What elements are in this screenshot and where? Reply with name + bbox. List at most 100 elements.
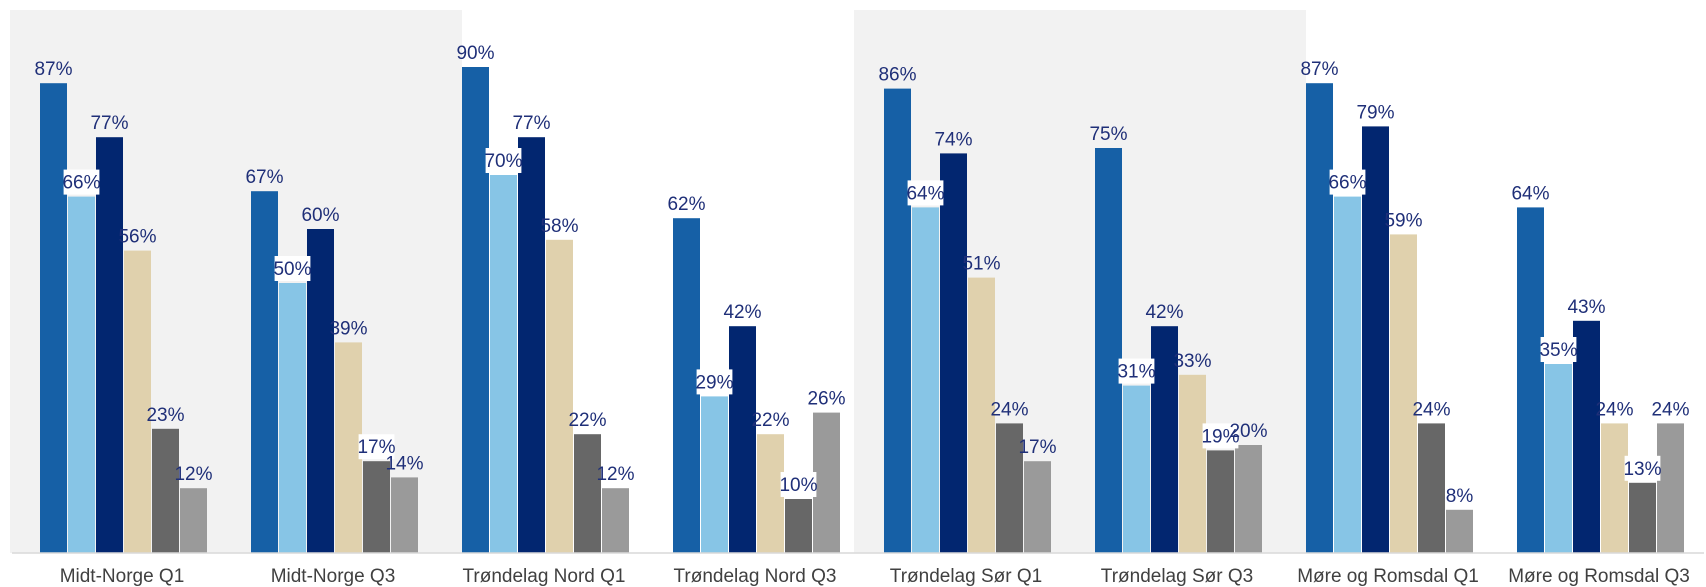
bar [96, 137, 123, 553]
bar [1151, 326, 1178, 553]
data-label: 10% [779, 475, 817, 496]
data-label: 17% [1018, 437, 1056, 458]
data-label: 8% [1446, 486, 1474, 507]
data-label: 39% [329, 318, 367, 339]
data-label: 74% [934, 129, 972, 150]
data-label-box [1540, 337, 1577, 362]
data-label: 58% [540, 216, 578, 237]
bar [68, 196, 95, 553]
bar [391, 477, 418, 553]
data-label-box [1202, 423, 1239, 449]
category-label: Midt-Norge Q1 [60, 566, 185, 587]
data-label: 75% [1089, 124, 1127, 145]
data-label: 24% [1595, 399, 1633, 420]
data-label: 24% [1651, 399, 1689, 420]
category-labels: Midt-Norge Q1 Midt-Norge Q3 Trøndelag Nord… [60, 566, 1690, 587]
bar [180, 488, 207, 553]
data-label: 12% [174, 464, 212, 485]
bar [1629, 482, 1656, 553]
data-label: 60% [301, 205, 339, 226]
bar [940, 153, 967, 553]
data-label: 79% [1356, 102, 1394, 123]
data-label: 87% [34, 59, 72, 80]
data-label-box [485, 148, 522, 173]
data-label: 22% [568, 410, 606, 431]
category-label: Trøndelag Sør Q1 [890, 566, 1042, 587]
bar [1207, 450, 1234, 553]
data-label: 42% [723, 302, 761, 323]
bar-series [40, 67, 1684, 554]
bar [124, 250, 151, 553]
bar [363, 461, 390, 553]
data-label-box [1329, 169, 1366, 195]
bar [1657, 423, 1684, 553]
data-label: 86% [878, 65, 916, 86]
bar [1418, 423, 1445, 553]
data-label: 66% [62, 173, 100, 194]
data-label: 50% [273, 259, 311, 280]
data-label: 59% [1384, 210, 1422, 231]
category-label: Trøndelag Nord Q3 [674, 566, 837, 587]
bar [673, 218, 700, 553]
bar [1235, 445, 1262, 553]
data-label: 70% [484, 151, 522, 172]
data-label: 20% [1229, 421, 1267, 442]
data-label: 51% [962, 254, 1000, 275]
bar [1390, 234, 1417, 553]
data-label-box [1624, 455, 1661, 481]
data-label: 64% [906, 183, 944, 204]
bar [251, 191, 278, 553]
data-label: 17% [357, 437, 395, 458]
data-label: 19% [1201, 426, 1239, 447]
bar [279, 283, 306, 553]
data-label: 33% [1173, 351, 1211, 372]
data-label-box [907, 180, 944, 206]
data-label-box [63, 169, 100, 195]
data-label: 62% [667, 194, 705, 215]
bar [307, 229, 334, 553]
bar [1517, 207, 1544, 553]
bar [996, 423, 1023, 553]
bar [335, 342, 362, 553]
bar [1024, 461, 1051, 553]
bar [518, 137, 545, 553]
data-label: 42% [1145, 302, 1183, 323]
data-label-box [274, 256, 311, 281]
bar [40, 83, 67, 553]
data-label: 12% [596, 464, 634, 485]
bar [1123, 385, 1150, 553]
bar [490, 175, 517, 553]
data-label: 67% [245, 167, 283, 188]
bar [152, 428, 179, 553]
data-label: 66% [1328, 173, 1366, 194]
data-label: 77% [512, 113, 550, 134]
category-label: Trøndelag Nord Q1 [463, 566, 626, 587]
bar [1306, 83, 1333, 553]
data-label: 23% [146, 405, 184, 426]
data-label: 56% [118, 227, 156, 248]
bar [701, 396, 728, 553]
bar [912, 207, 939, 553]
data-label: 24% [990, 399, 1028, 420]
data-label-box [1118, 358, 1155, 384]
category-label: Trøndelag Sør Q3 [1101, 566, 1253, 587]
bar [729, 326, 756, 553]
bar [1095, 148, 1122, 553]
data-label: 24% [1412, 399, 1450, 420]
data-label: 14% [385, 453, 423, 474]
bar [1545, 364, 1572, 553]
bar [574, 434, 601, 553]
bar [1179, 374, 1206, 553]
data-label-box [780, 472, 817, 497]
data-label: 13% [1623, 459, 1661, 480]
data-label-box [358, 434, 395, 460]
data-label: 77% [90, 113, 128, 134]
bar [1362, 126, 1389, 554]
data-label: 26% [807, 389, 845, 410]
bar [785, 499, 812, 553]
bar [462, 67, 489, 553]
bar [1573, 320, 1600, 553]
data-label: 64% [1511, 183, 1549, 204]
data-label: 35% [1539, 340, 1577, 361]
